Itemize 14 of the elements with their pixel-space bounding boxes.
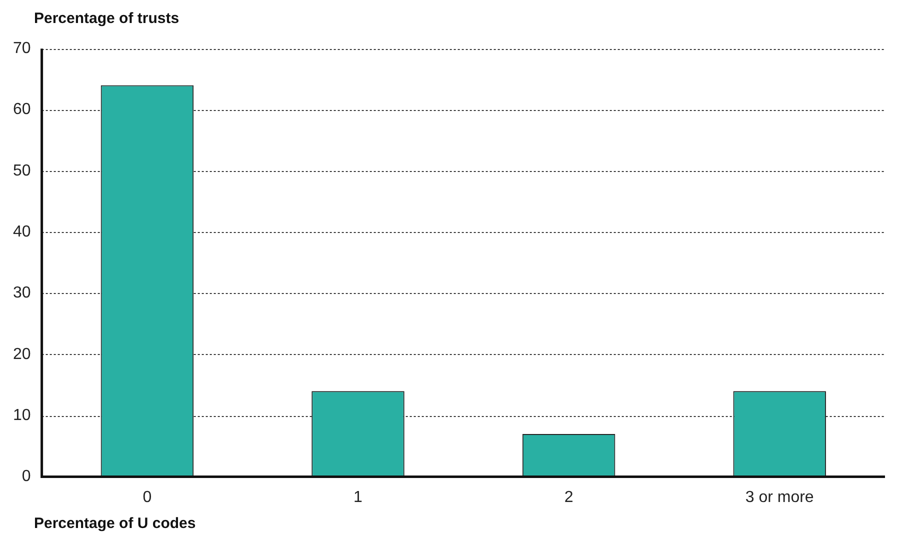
y-tick-label: 50	[13, 162, 31, 180]
y-axis-title: Percentage of trusts	[34, 10, 180, 27]
y-tick-label: 70	[13, 40, 31, 58]
y-tick-label: 20	[13, 346, 31, 363]
y-tick-label: 30	[13, 284, 31, 302]
x-tick-label: 3 or more	[745, 488, 814, 506]
x-tick-label: 1	[354, 488, 363, 506]
y-tick-label: 10	[13, 407, 31, 424]
x-tick-label: 2	[564, 488, 574, 506]
x-axis-title: Percentage of U codes	[34, 515, 196, 532]
y-tick-label: 0	[22, 468, 31, 486]
y-tick-label: 40	[13, 224, 31, 241]
y-tick-label: 60	[13, 101, 31, 118]
x-tick-label: 0	[142, 488, 152, 506]
